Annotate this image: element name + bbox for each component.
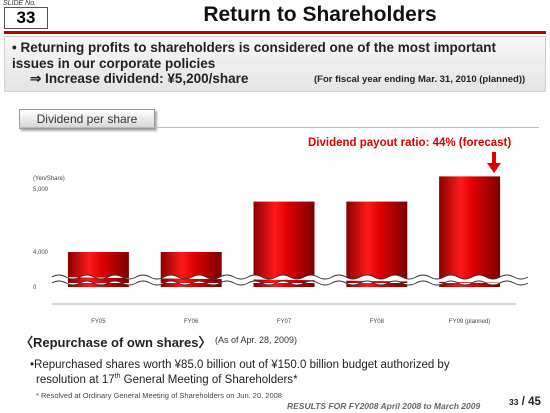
- footnote: * Resolved at Ordinary General Meeting o…: [36, 391, 282, 400]
- y-tick-label: 4,000: [33, 250, 49, 256]
- page-current: 33: [509, 397, 519, 407]
- down-arrow-icon: [487, 152, 501, 173]
- footer-results-label: RESULTS FOR FY2008 April 2008 to March 2…: [287, 401, 481, 411]
- y-tick-label: 5,000: [33, 187, 49, 193]
- x-tick-label: FY09 (planned): [449, 319, 490, 325]
- axis-break-band: [52, 275, 528, 285]
- x-tick-label: FY06: [184, 319, 199, 325]
- repurchase-as-of-date: (As of Apr. 28, 2009): [215, 335, 298, 345]
- section-divider: [19, 127, 539, 128]
- repurchase-body-line-2-start: resolution at 17: [36, 373, 115, 386]
- dividend-increase-text: ⇒ Increase dividend: ¥5,200/share: [30, 71, 249, 86]
- x-tick-label: FY07: [277, 319, 292, 325]
- bar: [439, 176, 501, 287]
- dividend-bar-chart: (Yen/Share) 0 4,000 5,000 FY05 FY06 FY07 FY08 FY…: [33, 176, 529, 325]
- fiscal-year-note: (For fiscal year ending Mar. 31, 2010 (p…: [314, 74, 526, 85]
- title-divider: [4, 31, 546, 34]
- page-total: 45: [528, 396, 541, 408]
- page-indicator: 33 / 45: [509, 396, 541, 408]
- y-axis-label: (Yen/Share): [33, 176, 65, 182]
- x-tick-label: FY05: [91, 319, 106, 325]
- intro-text-line-1: • Returning profits to shareholders is c…: [12, 40, 497, 55]
- y-tick-label: 0: [33, 285, 37, 291]
- repurchase-body-line-2-end: General Meeting of Shareholders*: [120, 373, 298, 386]
- intro-panel: [4, 36, 546, 92]
- axis-break-line-top: [51, 274, 529, 280]
- repurchase-heading: 〈Repurchase of own shares〉: [20, 335, 212, 350]
- bar: [253, 201, 315, 287]
- slide-number: 33: [4, 7, 48, 29]
- section-tab-dividend-per-share: Dividend per share: [19, 109, 155, 129]
- page-title: Return to Shareholders: [203, 3, 437, 26]
- bar: [346, 201, 408, 287]
- ordinal-suffix: th: [114, 373, 121, 380]
- x-tick-label: FY08: [370, 319, 385, 325]
- payout-ratio-annotation: Dividend payout ratio: 44% (forecast): [308, 137, 512, 149]
- repurchase-body-line-1: •Repurchased shares worth ¥85.0 billion …: [30, 359, 450, 371]
- intro-text-line-2: issues in our corporate policies: [12, 56, 216, 71]
- axis-break-line-bottom: [51, 280, 529, 286]
- slide-number-label: SLIDE No.: [3, 0, 37, 7]
- page-separator: /: [518, 396, 529, 408]
- repurchase-body-line-2: resolution at 17th General Meeting of Sh…: [36, 373, 298, 386]
